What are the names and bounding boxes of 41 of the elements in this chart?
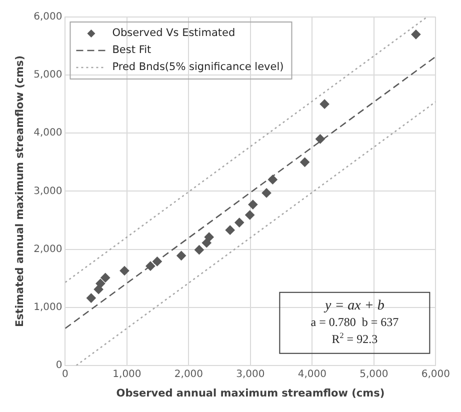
point: [94, 284, 104, 294]
point: [120, 266, 130, 276]
point: [152, 256, 162, 266]
point: [194, 245, 204, 254]
legend-label: Best Fit: [112, 44, 152, 56]
y-tick-label: 5,000: [34, 70, 62, 81]
point: [411, 30, 421, 40]
x-tick-label: 1,000: [112, 368, 142, 380]
point: [176, 251, 186, 260]
point: [245, 210, 254, 220]
annotation: y = ax + b: [323, 298, 384, 314]
point: [204, 232, 214, 242]
point: [300, 158, 310, 167]
y-tick-label: 1,000: [34, 302, 62, 313]
point: [248, 200, 258, 210]
point: [86, 293, 96, 303]
y-tick-label: 2,000: [34, 244, 62, 255]
point: [202, 238, 212, 248]
x-axis-title: Observed annual maximum streamflow (cms): [116, 387, 385, 400]
legend-label: Observed Vs Estimated: [112, 27, 236, 40]
y-tick-label: 4,000: [34, 128, 62, 139]
point: [100, 273, 110, 282]
y-tick-label: 3,000: [34, 186, 62, 197]
point: [96, 278, 106, 288]
x-tick-label: 4,000: [298, 368, 327, 380]
x-tick-label: 3,000: [236, 368, 265, 380]
y-tick-label: 0: [56, 360, 62, 371]
point: [268, 174, 278, 184]
point: [234, 218, 244, 228]
x-tick-label: 6,000: [421, 368, 450, 380]
legend-label: Pred Bnds(5% significance level): [112, 61, 284, 74]
annotation: a = 0.780 b = 637: [310, 315, 399, 330]
y-axis-title: Estimated annual maximum streamflow (cms): [14, 55, 26, 328]
point: [320, 99, 330, 109]
x-tick-label: 2,000: [174, 368, 204, 380]
point: [262, 188, 272, 198]
point: [225, 225, 235, 235]
point: [146, 261, 156, 271]
y-tick-label: 6,000: [34, 12, 62, 23]
point: [316, 134, 325, 144]
x-tick-label: 5,000: [360, 368, 388, 380]
